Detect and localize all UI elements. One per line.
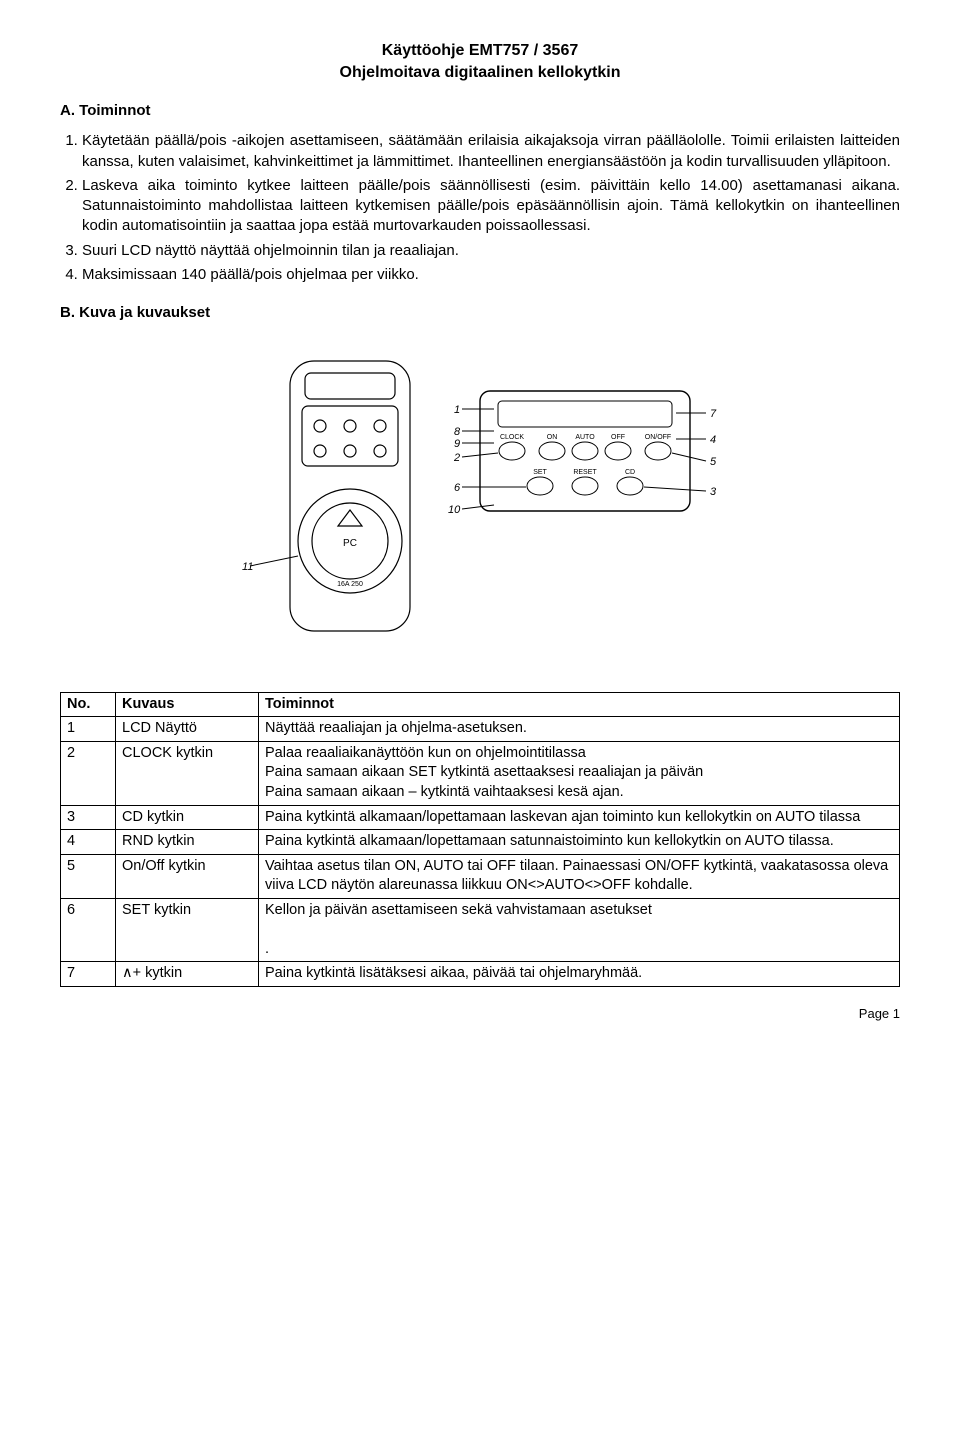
btn-auto-label: AUTO <box>575 434 595 441</box>
callout-4: 4 <box>710 434 716 446</box>
functions-table: No. Kuvaus Toiminnot 1 LCD Näyttö Näyttä… <box>60 692 900 987</box>
btn-clock-label: CLOCK <box>500 434 524 441</box>
btn-on-label: ON <box>547 434 558 441</box>
btn-off-label: OFF <box>611 434 625 441</box>
fuse-label: 16A 250 <box>337 581 363 588</box>
cell-no: 4 <box>61 830 116 855</box>
cell-no: 2 <box>61 741 116 805</box>
table-row: 3 CD kytkin Paina kytkintä alkamaan/lope… <box>61 805 900 830</box>
table-row: 1 LCD Näyttö Näyttää reaaliajan ja ohjel… <box>61 717 900 742</box>
title-line-1: Käyttöohje EMT757 / 3567 <box>60 40 900 62</box>
cell-fn: Vaihtaa asetus tilan ON, AUTO tai OFF ti… <box>259 854 900 898</box>
cell-fn: Näyttää reaaliajan ja ohjelma-asetuksen. <box>259 717 900 742</box>
cell-fn: Palaa reaaliaikanäyttöön kun on ohjelmoi… <box>259 741 900 805</box>
title-line-2: Ohjelmoitava digitaalinen kellokytkin <box>60 62 900 84</box>
col-kuvaus-header: Kuvaus <box>116 692 259 717</box>
feature-list: Käytetään päällä/pois -aikojen asettamis… <box>60 131 900 285</box>
list-item: Maksimissaan 140 päällä/pois ohjelmaa pe… <box>82 265 900 285</box>
col-toiminnot-header: Toiminnot <box>259 692 900 717</box>
btn-reset-label: RESET <box>573 469 597 476</box>
section-a-heading: A. Toiminnot <box>60 101 900 121</box>
list-item: Suuri LCD näyttö näyttää ohjelmoinnin ti… <box>82 241 900 261</box>
callout-6: 6 <box>454 482 461 494</box>
list-item: Käytetään päällä/pois -aikojen asettamis… <box>82 131 900 172</box>
callout-11: 11 <box>242 561 253 573</box>
cell-no: 3 <box>61 805 116 830</box>
device-figure: PC 16A 250 11 CLOCK ON AUTO OFF ON/OFF <box>60 351 900 657</box>
cell-fn: Kellon ja päivän asettamiseen sekä vahvi… <box>259 898 900 962</box>
cell-no: 1 <box>61 717 116 742</box>
callout-3: 3 <box>710 486 717 498</box>
section-b-heading: B. Kuva ja kuvaukset <box>60 303 900 323</box>
callout-7: 7 <box>710 408 717 420</box>
cell-kv: SET kytkin <box>116 898 259 962</box>
btn-set-label: SET <box>533 469 547 476</box>
cell-kv: RND kytkin <box>116 830 259 855</box>
cell-kv: CD kytkin <box>116 805 259 830</box>
pc-label: PC <box>343 538 357 549</box>
cell-no: 7 <box>61 962 116 987</box>
cell-kv: On/Off kytkin <box>116 854 259 898</box>
table-row: 2 CLOCK kytkin Palaa reaaliaikanäyttöön … <box>61 741 900 805</box>
cell-no: 5 <box>61 854 116 898</box>
table-row: 5 On/Off kytkin Vaihtaa asetus tilan ON,… <box>61 854 900 898</box>
cell-kv: ∧+ kytkin <box>116 962 259 987</box>
callout-1: 1 <box>454 404 460 416</box>
cell-kv: CLOCK kytkin <box>116 741 259 805</box>
callout-8: 8 <box>454 426 461 438</box>
table-row: 6 SET kytkin Kellon ja päivän asettamise… <box>61 898 900 962</box>
btn-cd-label: CD <box>625 469 635 476</box>
table-row: 7 ∧+ kytkin Paina kytkintä lisätäksesi a… <box>61 962 900 987</box>
callout-10: 10 <box>448 504 461 516</box>
cell-no: 6 <box>61 898 116 962</box>
cell-fn: Paina kytkintä alkamaan/lopettamaan lask… <box>259 805 900 830</box>
callout-9: 9 <box>454 438 460 450</box>
btn-onoff-label: ON/OFF <box>645 434 671 441</box>
cell-fn: Paina kytkintä alkamaan/lopettamaan satu… <box>259 830 900 855</box>
cell-fn: Paina kytkintä lisätäksesi aikaa, päivää… <box>259 962 900 987</box>
cell-kv: LCD Näyttö <box>116 717 259 742</box>
table-row: 4 RND kytkin Paina kytkintä alkamaan/lop… <box>61 830 900 855</box>
callout-2: 2 <box>453 452 460 464</box>
page-number: Page 1 <box>60 1005 900 1023</box>
callout-5: 5 <box>710 456 717 468</box>
list-item: Laskeva aika toiminto kytkee laitteen pä… <box>82 176 900 237</box>
col-no-header: No. <box>61 692 116 717</box>
